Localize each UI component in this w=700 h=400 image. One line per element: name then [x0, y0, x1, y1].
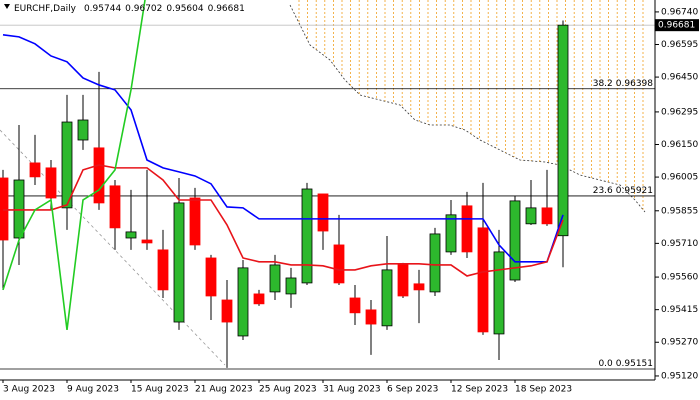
- x-tick-label: 12 Sep 2023: [451, 385, 508, 395]
- candle-body: [397, 263, 409, 297]
- candle-body: [365, 309, 377, 325]
- candle-body: [253, 293, 265, 305]
- fib-level: 23.6: [593, 185, 613, 195]
- header-value: 0.96702: [125, 4, 162, 14]
- header-value: 0.96681: [208, 4, 245, 14]
- candle-body: [541, 207, 553, 225]
- y-tick-label: 0.95710: [661, 239, 698, 249]
- candle-body: [477, 227, 489, 333]
- fib-label: 38.2 0.96398: [593, 78, 654, 88]
- x-tick-label: 18 Sep 2023: [515, 385, 572, 395]
- y-tick-label: 0.95415: [661, 305, 698, 315]
- y-tick-label: 0.95270: [661, 338, 698, 348]
- y-tick-label: 0.95120: [661, 371, 698, 381]
- current-price-box: [655, 19, 699, 32]
- ma-line: [2, 0, 146, 330]
- candle-body: [157, 249, 169, 291]
- candle-body: [333, 244, 345, 284]
- candle-body: [429, 233, 441, 293]
- plot: [0, 0, 655, 370]
- indicator-decor: [0, 0, 646, 366]
- candle-body: [221, 299, 233, 323]
- x-tick-label: 3 Aug 2023: [3, 385, 55, 395]
- candle-body: [317, 193, 329, 232]
- candle-body: [445, 214, 457, 253]
- x-tick-label: 6 Sep 2023: [387, 385, 438, 395]
- y-tick-label: 0.95855: [661, 206, 698, 216]
- x-tick-label: 31 Aug 2023: [323, 385, 381, 395]
- y-tick-label: 0.96150: [661, 140, 698, 150]
- candle-body: [461, 205, 473, 253]
- symbol-icon: [4, 4, 10, 9]
- candle-body: [493, 251, 505, 335]
- candle-body: [189, 197, 201, 246]
- header-value: 0.95604: [166, 4, 203, 14]
- fib-level: 0.0: [598, 358, 613, 368]
- y-tick-label: 0.96740: [661, 7, 698, 17]
- fib-value: 0.95921: [616, 185, 653, 195]
- candle-body: [349, 297, 361, 314]
- candle-body: [109, 185, 121, 229]
- y-tick-label: 0.95560: [661, 273, 698, 283]
- fib-label: 0.0 0.95151: [598, 358, 653, 368]
- candle-body: [301, 188, 313, 284]
- candle-body: [205, 257, 217, 297]
- candle-body: [173, 202, 185, 323]
- y-tick-label: 0.96450: [661, 73, 698, 83]
- candle-body: [77, 119, 89, 141]
- candle-body: [557, 24, 569, 237]
- fib-label: 23.6 0.95921: [593, 185, 653, 195]
- candle-body: [29, 162, 41, 178]
- fib-value: 0.95151: [616, 358, 653, 368]
- symbol: EURCHF,Daily: [14, 4, 77, 14]
- candle-body: [0, 177, 9, 241]
- x-tick-label: 15 Aug 2023: [131, 385, 189, 395]
- current-price-label: 0.96681: [658, 21, 695, 31]
- candle-body: [237, 267, 249, 337]
- candle-body: [525, 207, 537, 225]
- candle-body: [269, 264, 281, 293]
- ma-line: [3, 164, 564, 277]
- fib-value: 0.96398: [616, 78, 653, 88]
- y-tick-label: 0.96295: [661, 107, 698, 117]
- dashed-curve: [289, 4, 646, 213]
- ma-line: [2, 34, 564, 263]
- candle-body: [381, 269, 393, 327]
- candle-body: [141, 239, 153, 244]
- y-tick-label: 0.96005: [661, 173, 698, 183]
- x-tick-label: 9 Aug 2023: [67, 385, 119, 395]
- candle-body: [125, 231, 137, 239]
- candle-body: [509, 200, 521, 281]
- x-tick-label: 21 Aug 2023: [195, 385, 253, 395]
- y-tick-label: 0.96595: [661, 40, 698, 50]
- fib-level: 38.2: [593, 78, 613, 88]
- candle-body: [93, 147, 105, 204]
- x-tick-label: 25 Aug 2023: [259, 385, 317, 395]
- candle-body: [285, 277, 297, 295]
- header-value: 0.95744: [84, 4, 121, 14]
- candle-body: [61, 121, 73, 209]
- candle-body: [45, 167, 57, 199]
- candle-body: [413, 283, 425, 291]
- header: EURCHF,Daily 0.95744 0.96702 0.95604 0.96681: [14, 4, 245, 14]
- candle-body: [13, 179, 25, 239]
